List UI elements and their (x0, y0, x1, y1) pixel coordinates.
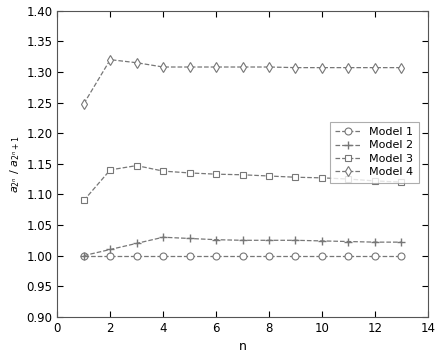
Model 2 (399, 240, 404, 244)
Legend: Model 1, Model 2, Model 3, Model 4: Model 1, Model 2, Model 3, Model 4 (330, 122, 419, 183)
Model 4 (108, 58, 113, 62)
Model 1 (346, 253, 351, 258)
Model 4 (134, 61, 139, 65)
Model 1 (399, 253, 404, 258)
Model 4 (372, 66, 377, 70)
Model 2 (372, 240, 377, 244)
Model 2 (81, 253, 86, 258)
Line: Model 4: Model 4 (80, 56, 405, 107)
Model 3 (81, 198, 86, 203)
Model 4 (399, 66, 404, 70)
Model 3 (134, 163, 139, 168)
Model 1 (108, 253, 113, 258)
Model 1 (319, 253, 325, 258)
Model 2 (319, 239, 325, 243)
Model 3 (399, 180, 404, 184)
Model 1 (293, 253, 298, 258)
Model 1 (187, 253, 192, 258)
Model 3 (372, 179, 377, 183)
Model 4 (81, 101, 86, 106)
Model 4 (161, 65, 166, 69)
Model 4 (293, 66, 298, 70)
Model 2 (293, 238, 298, 242)
Line: Model 1: Model 1 (80, 252, 405, 259)
Line: Model 2: Model 2 (80, 233, 405, 260)
Model 3 (187, 171, 192, 175)
Model 1 (266, 253, 272, 258)
Model 2 (187, 236, 192, 241)
Model 3 (161, 169, 166, 173)
Model 4 (319, 66, 325, 70)
Model 3 (319, 176, 325, 180)
Model 1 (372, 253, 377, 258)
Model 3 (266, 174, 272, 178)
Model 2 (134, 241, 139, 246)
Model 1 (134, 253, 139, 258)
Model 2 (108, 247, 113, 252)
Model 3 (108, 168, 113, 172)
Model 4 (213, 65, 219, 69)
Model 1 (240, 253, 245, 258)
Model 1 (213, 253, 219, 258)
Model 3 (213, 172, 219, 176)
Model 3 (240, 173, 245, 177)
Model 3 (346, 177, 351, 181)
Model 2 (240, 238, 245, 242)
Y-axis label: $a_{2^n}$ / $a_{2^n+1}$: $a_{2^n}$ / $a_{2^n+1}$ (8, 135, 22, 193)
Model 1 (161, 253, 166, 258)
Model 2 (346, 239, 351, 244)
Line: Model 3: Model 3 (81, 162, 404, 204)
Model 2 (266, 238, 272, 242)
Model 1 (81, 253, 86, 258)
Model 3 (293, 175, 298, 179)
Model 4 (266, 65, 272, 69)
Model 4 (346, 66, 351, 70)
Model 4 (240, 65, 245, 69)
Model 2 (161, 235, 166, 239)
Model 2 (213, 237, 219, 242)
X-axis label: n: n (239, 340, 247, 353)
Model 4 (187, 65, 192, 69)
